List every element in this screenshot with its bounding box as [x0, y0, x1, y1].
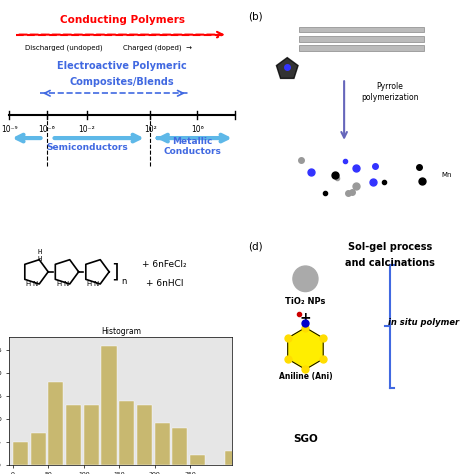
Text: H: H: [87, 281, 92, 287]
Text: Semiconductors: Semiconductors: [46, 143, 128, 152]
Text: H
H: H H: [38, 248, 42, 262]
Text: H: H: [26, 281, 31, 287]
Circle shape: [293, 266, 318, 292]
Text: Aniline (Ani): Aniline (Ani): [279, 372, 332, 381]
Text: in situ polymer: in situ polymer: [388, 319, 459, 328]
Text: +: +: [300, 311, 311, 325]
Text: (d): (d): [248, 242, 263, 252]
Polygon shape: [276, 58, 298, 78]
Text: + 6nFeCl₂: + 6nFeCl₂: [142, 260, 187, 269]
Text: Charged (doped)  →: Charged (doped) →: [123, 45, 192, 52]
Text: and calcinations: and calcinations: [345, 258, 435, 268]
Text: 10⁶: 10⁶: [191, 126, 203, 135]
Text: 10²: 10²: [144, 126, 156, 135]
Text: ]: ]: [111, 262, 119, 282]
Bar: [172, 428, 187, 465]
Text: n: n: [122, 277, 127, 286]
Bar: [13, 442, 28, 465]
Bar: [48, 383, 64, 465]
Text: H: H: [56, 281, 61, 287]
Text: Sol-gel process: Sol-gel process: [347, 242, 432, 252]
Bar: [119, 401, 134, 465]
Bar: [299, 45, 424, 51]
Text: Metallic
Conductors: Metallic Conductors: [164, 137, 221, 156]
Text: N: N: [94, 281, 99, 287]
Bar: [137, 405, 152, 465]
Text: (b): (b): [248, 12, 263, 22]
Text: Pyrrole
polymerization: Pyrrole polymerization: [361, 82, 419, 102]
Text: 10⁻²: 10⁻²: [79, 126, 95, 135]
Text: + 6nHCl: + 6nHCl: [146, 279, 183, 288]
Title: Histogram: Histogram: [101, 327, 141, 336]
Bar: [84, 405, 99, 465]
Text: 10⁻⁶: 10⁻⁶: [38, 126, 55, 135]
Bar: [66, 405, 81, 465]
Text: TiO₂ NPs: TiO₂ NPs: [285, 297, 326, 306]
Bar: [101, 346, 117, 465]
Bar: [155, 423, 170, 465]
Bar: [299, 36, 424, 42]
Text: Electroactive Polymeric: Electroactive Polymeric: [57, 61, 187, 71]
Text: Discharged (undoped): Discharged (undoped): [25, 45, 102, 52]
Text: Conducting Polymers: Conducting Polymers: [60, 15, 184, 25]
Bar: [225, 451, 240, 465]
Text: Composites/Blends: Composites/Blends: [70, 77, 174, 87]
Bar: [299, 27, 424, 32]
Text: N: N: [63, 281, 68, 287]
Bar: [190, 456, 205, 465]
Polygon shape: [288, 328, 323, 369]
Text: 10⁻⁹: 10⁻⁹: [1, 126, 18, 135]
Text: Mn: Mn: [441, 172, 452, 178]
Text: SGO: SGO: [293, 434, 318, 445]
Bar: [31, 433, 46, 465]
Text: N: N: [33, 281, 38, 287]
